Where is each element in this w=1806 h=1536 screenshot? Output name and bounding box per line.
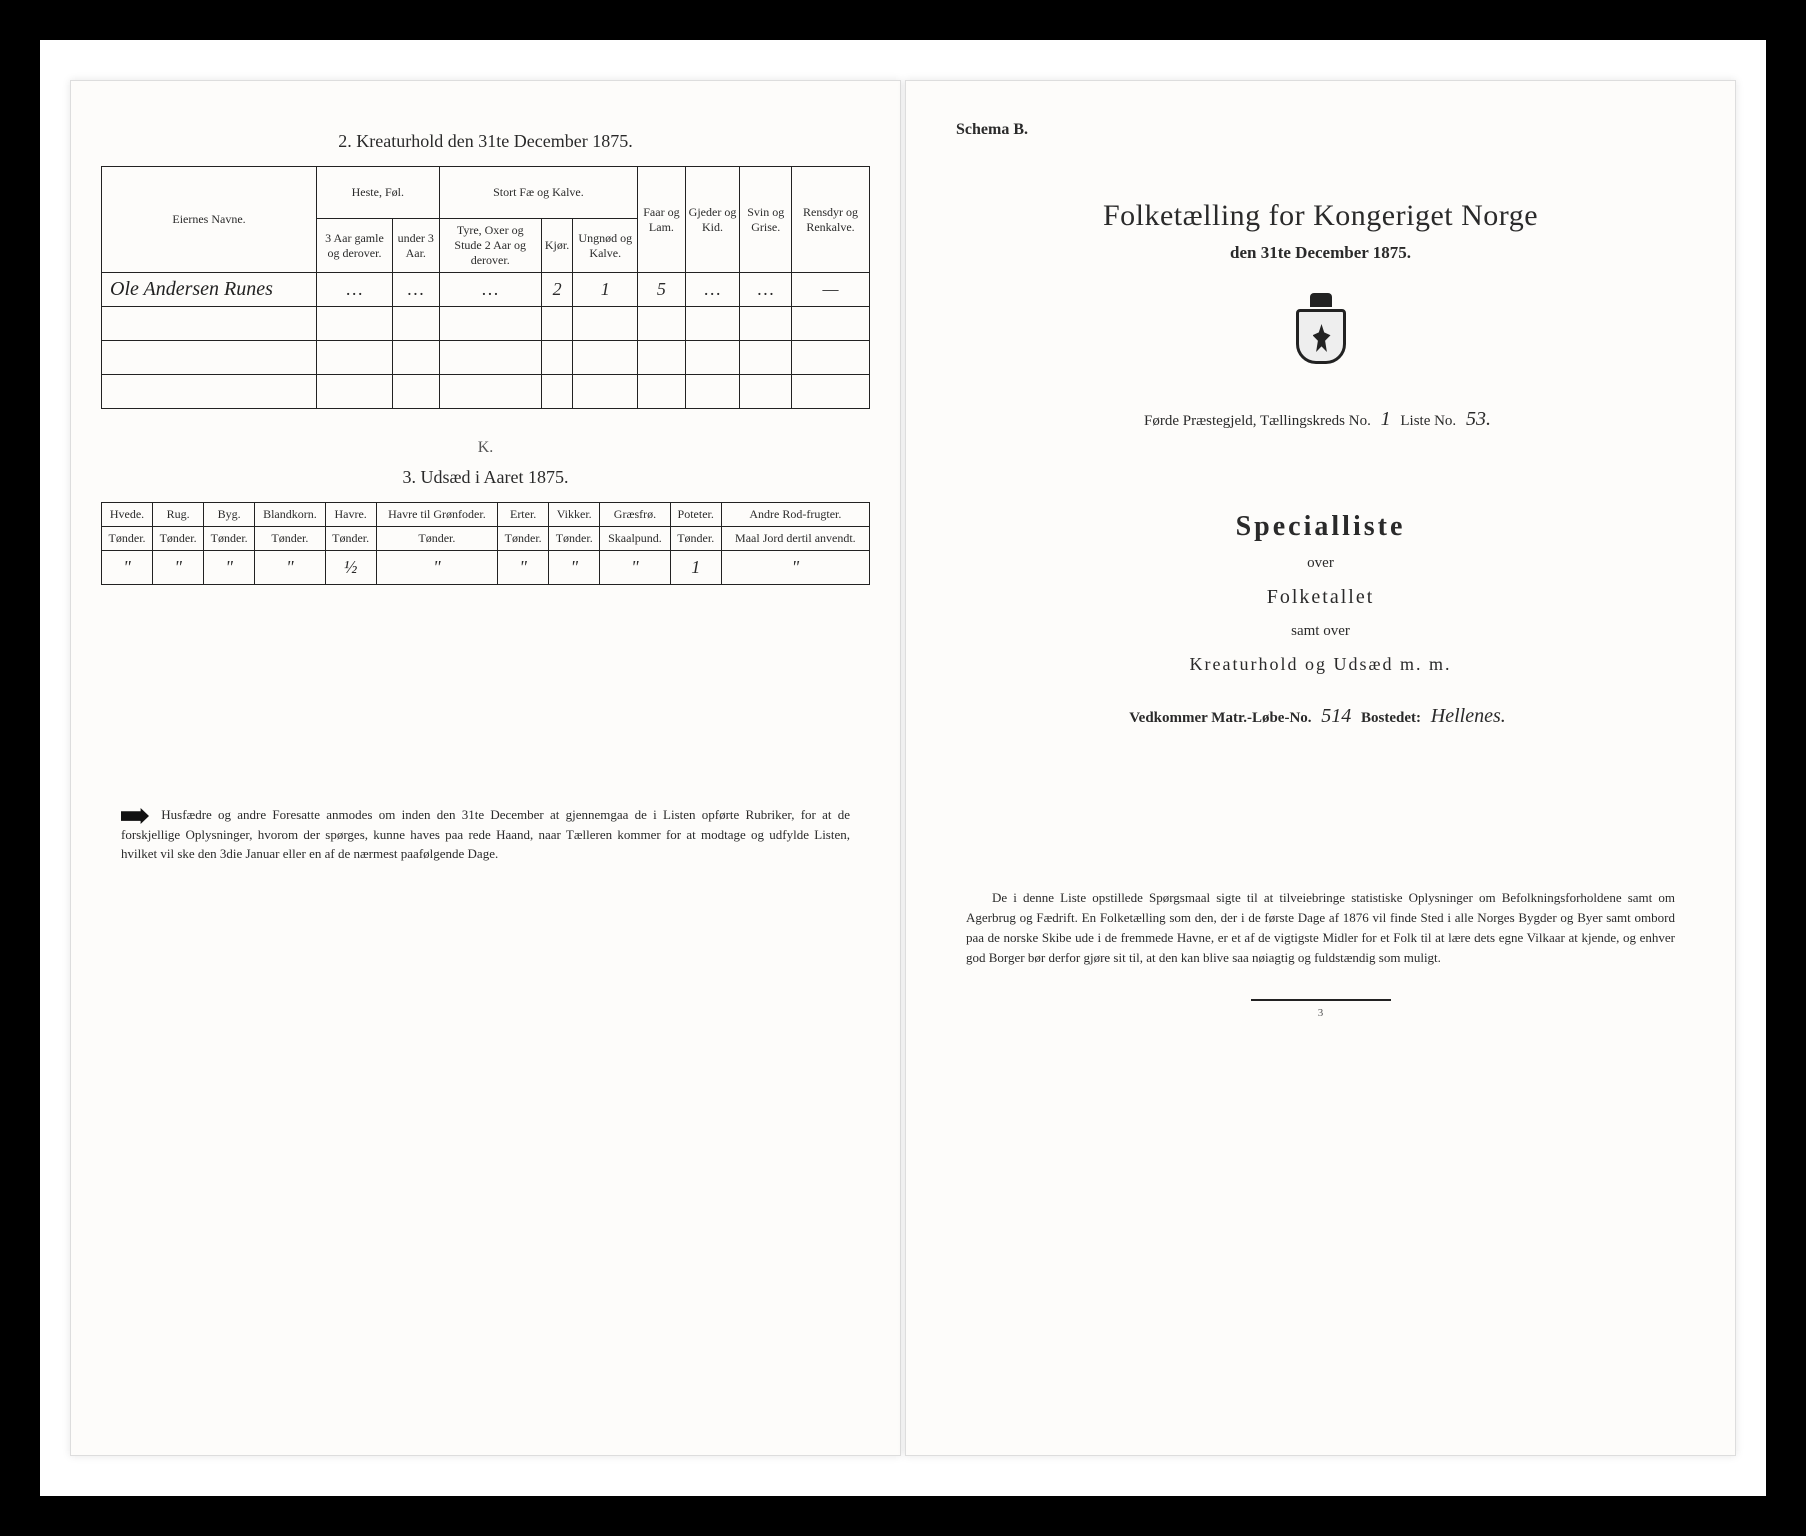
spec-over: over (936, 555, 1705, 572)
seed-col-header: Andre Rod-frugter. (721, 503, 869, 527)
col-c1: Tyre, Oxer og Stude 2 Aar og derover. (439, 219, 541, 273)
seed-cell: " (549, 551, 600, 585)
scanned-book-spread: 2. Kreaturhold den 31te December 1875. E… (40, 40, 1766, 1496)
col-sheep: Faar og Lam. (638, 167, 685, 273)
table-row: Ole Andersen Runes … … … 2 1 5 … … — (102, 273, 870, 307)
seed-col-header: Byg. (204, 503, 255, 527)
seed-col-header: Havre til Grønfoder. (376, 503, 497, 527)
livestock-table: Eiernes Navne. Heste, Føl. Stort Fæ og K… (101, 166, 870, 409)
mid-mark: K. (101, 439, 870, 457)
cell: … (685, 273, 740, 307)
seed-col-header: Erter. (498, 503, 549, 527)
matr-no: 514 (1315, 705, 1357, 727)
cell: 5 (638, 273, 685, 307)
spec-folketallet: Folketallet (936, 586, 1705, 609)
seed-col-header: Rug. (153, 503, 204, 527)
seed-cell: 1 (670, 551, 721, 585)
spec-kreatur: Kreaturhold og Udsæd m. m. (936, 654, 1705, 675)
seed-cell: " (102, 551, 153, 585)
seed-cell: " (255, 551, 325, 585)
seed-col-header: Poteter. (670, 503, 721, 527)
seed-col-subheader: Tønder. (102, 527, 153, 551)
main-title: Folketælling for Kongeriget Norge (936, 199, 1705, 233)
section2-title: 2. Kreaturhold den 31te December 1875. (101, 131, 870, 152)
seed-table: Hvede.Rug.Byg.Blandkorn.Havre.Havre til … (101, 502, 870, 585)
table-header-row: Hvede.Rug.Byg.Blandkorn.Havre.Havre til … (102, 503, 870, 527)
liste-label: Liste No. (1400, 413, 1460, 429)
col-pigs: Svin og Grise. (740, 167, 792, 273)
seed-col-subheader: Tønder. (376, 527, 497, 551)
left-footnote: Husfædre og andre Foresatte anmodes om i… (101, 805, 870, 864)
col-h2: under 3 Aar. (392, 219, 439, 273)
col-owner: Eiernes Navne. (102, 167, 317, 273)
seed-col-subheader: Tønder. (549, 527, 600, 551)
table-row (102, 307, 870, 341)
date-line: den 31te December 1875. (936, 243, 1705, 263)
matr-label: Vedkommer Matr.-Løbe-No. (1129, 710, 1315, 726)
seed-col-subheader: Tønder. (325, 527, 376, 551)
cell: … (392, 273, 439, 307)
seed-col-subheader: Skaalpund. (600, 527, 670, 551)
seed-col-subheader: Maal Jord dertil anvendt. (721, 527, 869, 551)
owner-name: Ole Andersen Runes (102, 273, 317, 307)
footer-rule (1251, 999, 1391, 1001)
cell: … (740, 273, 792, 307)
seed-col-header: Græsfrø. (600, 503, 670, 527)
seed-col-header: Vikker. (549, 503, 600, 527)
cell: 2 (541, 273, 572, 307)
seed-cell: ½ (325, 551, 376, 585)
table-row (102, 341, 870, 375)
section3-title: 3. Udsæd i Aaret 1875. (101, 467, 870, 488)
pointing-hand-icon (121, 808, 149, 824)
seed-col-header: Havre. (325, 503, 376, 527)
col-reindeer: Rensdyr og Renkalve. (792, 167, 870, 273)
cell: … (439, 273, 541, 307)
bosted: Hellenes. (1425, 705, 1512, 727)
right-page: Schema B. Folketælling for Kongeriget No… (905, 80, 1736, 1456)
district-line: Førde Præstegjeld, Tællingskreds No. 1 L… (936, 408, 1705, 431)
seed-col-subheader: Tønder. (153, 527, 204, 551)
seed-col-header: Blandkorn. (255, 503, 325, 527)
col-horses: Heste, Føl. (317, 167, 440, 219)
seed-col-subheader: Tønder. (204, 527, 255, 551)
matr-line: Vedkommer Matr.-Løbe-No. 514 Bostedet: H… (936, 705, 1705, 728)
seed-cell: " (153, 551, 204, 585)
col-c3: Ungnød og Kalve. (573, 219, 638, 273)
specialliste-block: Specialliste over Folketallet samt over … (936, 511, 1705, 675)
coat-of-arms-icon (1291, 293, 1351, 368)
cell: — (792, 273, 870, 307)
seed-col-subheader: Tønder. (670, 527, 721, 551)
seed-cell: " (498, 551, 549, 585)
table-row: """"½""""1" (102, 551, 870, 585)
page-number: 3 (936, 1007, 1705, 1019)
col-cattle: Stort Fæ og Kalve. (439, 167, 638, 219)
district-label: Præstegjeld, Tællingskreds No. (1183, 413, 1375, 429)
cell: 1 (573, 273, 638, 307)
seed-col-subheader: Tønder. (498, 527, 549, 551)
district-no: 1 (1375, 408, 1397, 430)
seed-col-header: Hvede. (102, 503, 153, 527)
seed-cell: " (721, 551, 869, 585)
spec-samt: samt over (936, 623, 1705, 640)
table-row (102, 375, 870, 409)
seed-col-subheader: Tønder. (255, 527, 325, 551)
col-c2: Kjør. (541, 219, 572, 273)
liste-no: 53. (1460, 408, 1497, 430)
seed-cell: " (600, 551, 670, 585)
col-goats: Gjeder og Kid. (685, 167, 740, 273)
right-footnote: De i denne Liste opstillede Spørgsmaal s… (936, 888, 1705, 969)
table-subheader-row: Tønder.Tønder.Tønder.Tønder.Tønder.Tønde… (102, 527, 870, 551)
seed-cell: " (204, 551, 255, 585)
spec-title: Specialliste (936, 511, 1705, 543)
schema-label: Schema B. (956, 121, 1705, 139)
left-page: 2. Kreaturhold den 31te December 1875. E… (70, 80, 901, 1456)
bosted-label: Bostedet: (1361, 710, 1425, 726)
seed-cell: " (376, 551, 497, 585)
district-prefix: Førde (1144, 413, 1179, 429)
cell: … (317, 273, 393, 307)
col-h1: 3 Aar gamle og derover. (317, 219, 393, 273)
footnote-text: Husfædre og andre Foresatte anmodes om i… (121, 807, 850, 861)
